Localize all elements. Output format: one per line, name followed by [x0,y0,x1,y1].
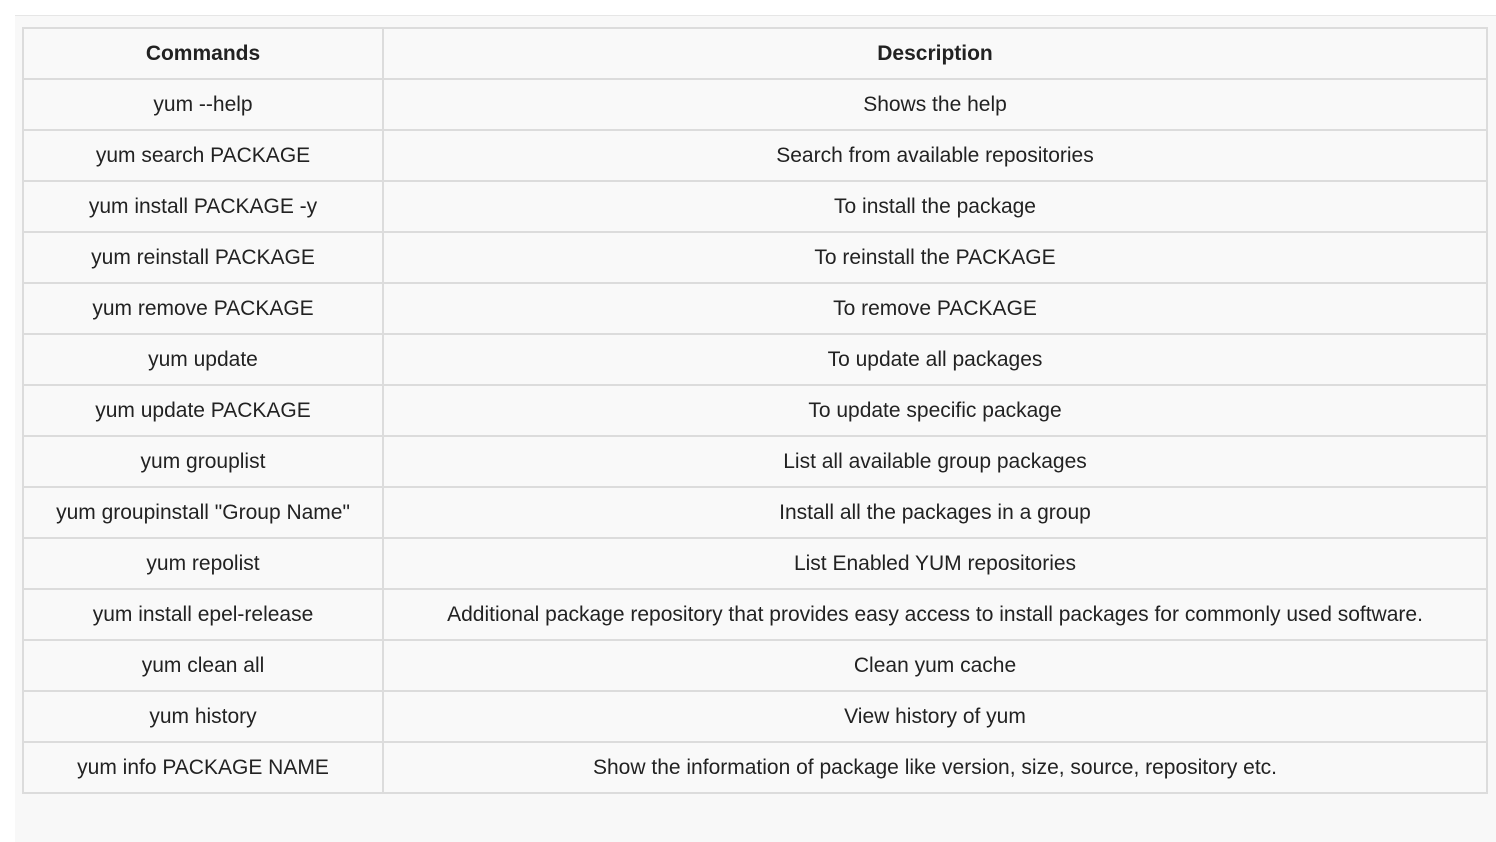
description-cell: To reinstall the PACKAGE [382,231,1488,284]
command-cell: yum install PACKAGE -y [22,180,384,233]
command-cell: yum remove PACKAGE [22,282,384,335]
description-cell: Shows the help [382,78,1488,131]
table-row: yum install epel-release Additional packa… [22,588,1488,641]
content-panel: Commands Description yum --help Shows the… [15,15,1496,842]
command-cell: yum repolist [22,537,384,590]
table-row: yum reinstall PACKAGE To reinstall the PA… [22,231,1488,284]
table-row: yum update To update all packages [22,333,1488,386]
command-cell: yum update [22,333,384,386]
table-row: yum search PACKAGE Search from available … [22,129,1488,182]
command-cell: yum info PACKAGE NAME [22,741,384,794]
table-row: yum info PACKAGE NAME Show the informatio… [22,741,1488,794]
description-cell: To update all packages [382,333,1488,386]
description-cell: Clean yum cache [382,639,1488,692]
command-cell: yum clean all [22,639,384,692]
table-row: yum groupinstall "Group Name" Install all… [22,486,1488,539]
description-cell: To remove PACKAGE [382,282,1488,335]
table-row: yum update PACKAGE To update specific pac… [22,384,1488,437]
description-cell: Install all the packages in a group [382,486,1488,539]
description-cell: To update specific package [382,384,1488,437]
table-header-row: Commands Description [22,27,1488,80]
table-row: yum grouplist List all available group pa… [22,435,1488,488]
description-cell: Additional package repository that provi… [382,588,1488,641]
description-cell: To install the package [382,180,1488,233]
command-cell: yum update PACKAGE [22,384,384,437]
description-cell: View history of yum [382,690,1488,743]
command-cell: yum install epel-release [22,588,384,641]
command-cell: yum groupinstall "Group Name" [22,486,384,539]
table-row: yum repolist List Enabled YUM repositorie… [22,537,1488,590]
command-cell: yum grouplist [22,435,384,488]
command-cell: yum reinstall PACKAGE [22,231,384,284]
command-cell: yum search PACKAGE [22,129,384,182]
description-cell: List Enabled YUM repositories [382,537,1488,590]
yum-commands-table: Commands Description yum --help Shows the… [22,27,1488,794]
table-row: yum install PACKAGE -y To install the pac… [22,180,1488,233]
description-cell: Show the information of package like ver… [382,741,1488,794]
table-row: yum --help Shows the help [22,78,1488,131]
table-row: yum remove PACKAGE To remove PACKAGE [22,282,1488,335]
table-row: yum clean all Clean yum cache [22,639,1488,692]
command-cell: yum --help [22,78,384,131]
description-cell: List all available group packages [382,435,1488,488]
header-commands: Commands [22,27,384,80]
description-cell: Search from available repositories [382,129,1488,182]
command-cell: yum history [22,690,384,743]
table-row: yum history View history of yum [22,690,1488,743]
header-description: Description [382,27,1488,80]
